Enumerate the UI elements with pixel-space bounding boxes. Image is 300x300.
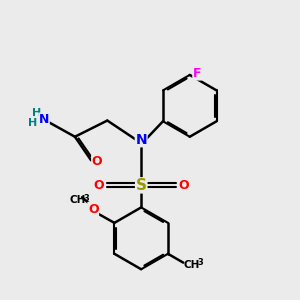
Text: CH: CH xyxy=(70,195,86,205)
Text: N: N xyxy=(135,133,147,147)
Text: O: O xyxy=(93,179,104,192)
Text: O: O xyxy=(88,202,98,215)
Text: H: H xyxy=(28,118,37,128)
Text: S: S xyxy=(136,178,147,193)
Text: O: O xyxy=(92,155,102,168)
Text: H: H xyxy=(32,108,41,118)
Text: 3: 3 xyxy=(197,258,203,267)
Text: F: F xyxy=(193,67,201,80)
Text: CH: CH xyxy=(184,260,200,270)
Text: O: O xyxy=(178,179,189,192)
Text: N: N xyxy=(39,113,49,126)
Text: 3: 3 xyxy=(83,194,89,202)
